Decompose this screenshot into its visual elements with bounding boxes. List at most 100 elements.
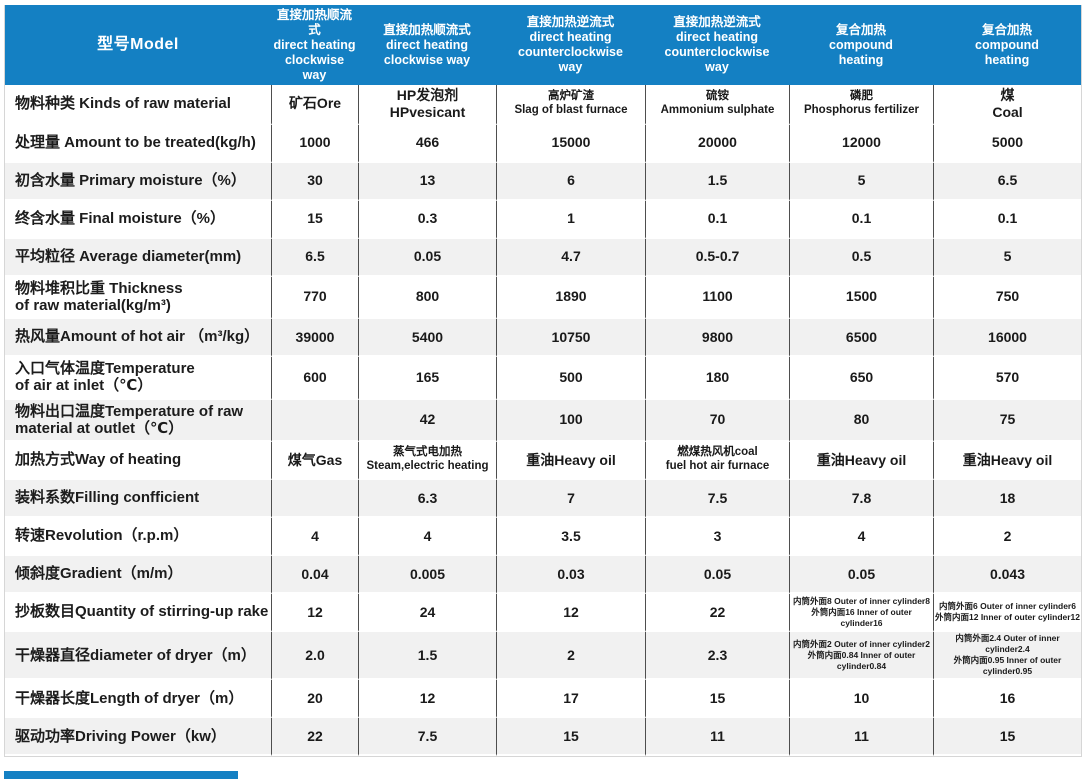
value-cell: 75 — [933, 399, 1081, 443]
row-label: 倾斜度Gradient（m/m） — [5, 556, 271, 595]
value-cell: 500 — [496, 357, 645, 400]
header-cell-col2: 直接加热顺流式 direct heating clockwise way — [383, 22, 471, 67]
value-cell: 煤气Gas — [271, 442, 358, 481]
value-cell: 9800 — [645, 319, 789, 358]
value-cell: 39000 — [271, 319, 358, 358]
row-label: 装料系数Filling confficient — [5, 480, 271, 519]
value-cell: 20 — [271, 680, 358, 719]
table-row: 倾斜度Gradient（m/m） 0.04 0.005 0.03 0.05 0.05 0.0… — [5, 556, 1081, 595]
table-row: 终含水量 Final moisture（%） 15 0.3 1 0.1 0.1 0.1 — [5, 200, 1081, 239]
table-row: 装料系数Filling confficient 6.3 7 7.5 7.8 18 — [5, 480, 1081, 519]
value-cell: HP发泡剂 HPvesicant — [358, 85, 496, 125]
table-row: 干燥器直径diameter of dryer（m） 2.0 1.5 2 2.3 内筒外面2… — [5, 632, 1081, 681]
table-row: 抄板数目Quantity of stirring-up rake 12 24 12 22… — [5, 594, 1081, 633]
table-body: 物料种类 Kinds of raw material 矿石Ore HP发泡剂 HPv… — [5, 85, 1081, 757]
value-cell: 6.3 — [358, 480, 496, 519]
header-cell-col6: 复合加热 compound heating — [975, 22, 1039, 67]
value-cell: 0.5 — [789, 238, 933, 277]
row-label: 物料堆积比重 Thickness of raw material(kg/m³) — [5, 277, 271, 320]
table-header: 型号Model 直接加热顺流式 direct heating clockwise… — [5, 5, 1081, 85]
value-cell: 600 — [271, 357, 358, 400]
value-cell: 1000 — [271, 124, 358, 163]
table-row: 物料种类 Kinds of raw material 矿石Ore HP发泡剂 HPv… — [5, 85, 1081, 125]
value-cell: 1890 — [496, 276, 645, 320]
value-cell: 0.005 — [358, 556, 496, 595]
value-cell: 重油Heavy oil — [789, 442, 933, 481]
table-row: 转速Revolution（r.p.m） 4 4 3.5 3 4 2 — [5, 518, 1081, 557]
header-cell-col4: 直接加热逆流式 direct heating counterclockwise … — [664, 15, 770, 74]
value-cell: 7.5 — [358, 718, 496, 757]
value-cell: 4 — [271, 518, 358, 557]
value-cell: 80 — [789, 399, 933, 443]
value-cell: 内筒外面6 Outer of inner cylinder6 外筒内面12 In… — [933, 594, 1081, 633]
value-cell: 570 — [933, 357, 1081, 400]
value-cell: 5 — [933, 238, 1081, 277]
value-cell: 0.05 — [789, 556, 933, 595]
value-cell: 1.5 — [645, 162, 789, 201]
row-label: 平均粒径 Average diameter(mm) — [5, 239, 271, 277]
row-label: 干燥器长度Length of dryer（m） — [5, 680, 271, 719]
value-cell: 内筒外面8 Outer of inner cylinder8 外筒内面16 In… — [789, 594, 933, 633]
value-cell: 重油Heavy oil — [933, 442, 1081, 481]
row-label: 物料种类 Kinds of raw material — [5, 85, 271, 125]
row-label: 终含水量 Final moisture（%） — [5, 201, 271, 239]
table-row: 热风量Amount of hot air （m³/kg） 39000 5400 107… — [5, 319, 1081, 358]
value-cell: 0.043 — [933, 556, 1081, 595]
table-row: 加热方式Way of heating 煤气Gas 蒸气式电加热 Steam,elec… — [5, 442, 1081, 481]
value-cell: 15 — [271, 200, 358, 239]
header-cell-col5: 复合加热 compound heating — [829, 22, 893, 67]
value-cell: 12 — [496, 594, 645, 633]
spec-table: 型号Model 直接加热顺流式 direct heating clockwise… — [4, 5, 1082, 758]
value-cell: 10750 — [496, 319, 645, 358]
value-cell: 2.3 — [645, 632, 789, 681]
value-cell — [271, 480, 358, 519]
model-header-cell: 型号Model — [97, 36, 179, 54]
value-cell: 24 — [358, 594, 496, 633]
value-cell: 6 — [496, 162, 645, 201]
value-cell: 16000 — [933, 319, 1081, 358]
value-cell: 2 — [933, 518, 1081, 557]
value-cell: 蒸气式电加热 Steam,electric heating — [358, 442, 496, 481]
value-cell: 0.1 — [645, 200, 789, 239]
value-cell: 6.5 — [933, 162, 1081, 201]
value-cell: 2 — [496, 632, 645, 681]
value-cell: 1500 — [789, 276, 933, 320]
value-cell: 466 — [358, 124, 496, 163]
value-cell: 100 — [496, 399, 645, 443]
table-row: 干燥器长度Length of dryer（m） 20 12 17 15 10 16 — [5, 680, 1081, 719]
value-cell: 4.7 — [496, 238, 645, 277]
value-cell: 5400 — [358, 319, 496, 358]
table-row: 初含水量 Primary moisture（%） 30 13 6 1.5 5 6.5 — [5, 162, 1081, 201]
row-label: 物料出口温度Temperature of raw material at out… — [5, 400, 271, 443]
value-cell: 10 — [789, 680, 933, 719]
table-row: 驱动功率Driving Power（kw） 22 7.5 15 11 11 15 — [5, 718, 1081, 757]
row-label: 转速Revolution（r.p.m） — [5, 518, 271, 557]
row-label: 驱动功率Driving Power（kw） — [5, 718, 271, 757]
value-cell: 13 — [358, 162, 496, 201]
value-cell: 磷肥 Phosphorus fertilizer — [789, 85, 933, 125]
value-cell: 12000 — [789, 124, 933, 163]
value-cell: 1100 — [645, 276, 789, 320]
value-cell: 6.5 — [271, 238, 358, 277]
value-cell: 15 — [933, 718, 1081, 757]
value-cell: 0.1 — [933, 200, 1081, 239]
table-row: 物料出口温度Temperature of raw material at out… — [5, 399, 1081, 443]
table-row: 入口气体温度Temperature of air at inlet（℃） 600 1… — [5, 357, 1081, 400]
value-cell: 0.05 — [358, 238, 496, 277]
value-cell: 20000 — [645, 124, 789, 163]
table-row: 平均粒径 Average diameter(mm) 6.5 0.05 4.7 0.5-0… — [5, 238, 1081, 277]
value-cell: 2.0 — [271, 632, 358, 681]
value-cell: 22 — [271, 718, 358, 757]
header-cell-col3: 直接加热逆流式 direct heating counterclockwise … — [518, 15, 623, 74]
row-label: 抄板数目Quantity of stirring-up rake — [5, 594, 271, 633]
value-cell: 1.5 — [358, 632, 496, 681]
value-cell: 6500 — [789, 319, 933, 358]
value-cell: 3 — [645, 518, 789, 557]
header-cell-col1: 直接加热顺流式 direct heating clockwise way — [273, 7, 356, 82]
value-cell: 内筒外面2.4 Outer of inner cylinder2.4 外筒内面0… — [933, 632, 1081, 681]
value-cell: 800 — [358, 276, 496, 320]
value-cell: 750 — [933, 276, 1081, 320]
value-cell: 5 — [789, 162, 933, 201]
value-cell: 7 — [496, 480, 645, 519]
value-cell: 硫铵 Ammonium sulphate — [645, 85, 789, 125]
